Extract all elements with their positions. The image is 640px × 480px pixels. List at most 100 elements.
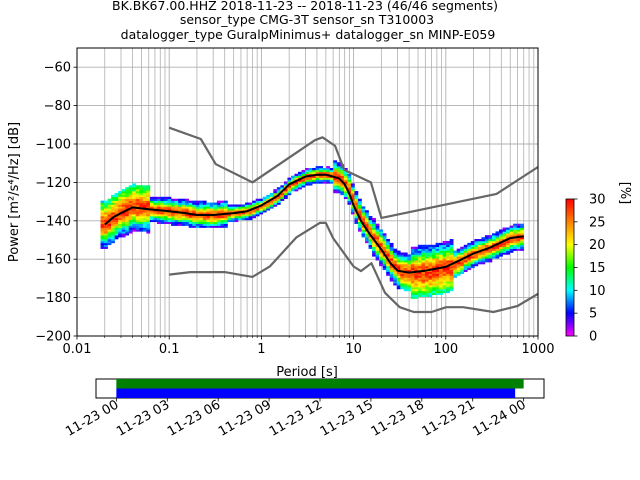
x-tick-label: 100: [433, 342, 458, 357]
density-cell: [142, 210, 147, 213]
density-cell: [407, 288, 412, 292]
density-cell: [495, 231, 500, 234]
density-cell: [128, 227, 133, 230]
density-cell: [449, 275, 454, 278]
density-cell: [287, 179, 292, 182]
density-cell: [439, 252, 443, 255]
density-cell: [216, 212, 221, 215]
density-cell: [382, 239, 387, 242]
density-cell: [202, 212, 207, 215]
density-cell: [439, 244, 443, 248]
density-cell: [347, 187, 352, 190]
density-cell: [121, 208, 126, 211]
density-cell: [414, 281, 419, 284]
density-cell: [396, 254, 401, 257]
density-cell: [153, 212, 158, 215]
density-cell: [449, 242, 454, 246]
density-cell: [449, 283, 454, 286]
density-cell: [188, 206, 193, 209]
density-cell: [449, 252, 454, 255]
x-tick-label: 0.1: [159, 342, 180, 357]
density-cell: [417, 283, 422, 286]
density-cell: [118, 204, 122, 207]
density-cell: [192, 223, 197, 226]
density-cell: [276, 187, 281, 190]
density-cell: [499, 229, 503, 232]
density-cell: [375, 248, 380, 251]
density-cell: [333, 185, 338, 188]
density-cell: [410, 277, 415, 280]
density-cell: [139, 221, 144, 224]
density-cell: [513, 229, 517, 232]
density-cell: [499, 233, 503, 236]
density-cell: [435, 281, 440, 284]
density-cell: [241, 214, 246, 217]
density-cell: [181, 200, 186, 203]
density-cell: [121, 216, 126, 219]
density-cell: [365, 221, 369, 224]
density-cell: [333, 169, 338, 173]
density-cell: [495, 244, 500, 248]
density-cell: [386, 242, 391, 246]
density-cell: [442, 288, 447, 292]
density-cell: [104, 244, 108, 248]
density-cell: [407, 283, 412, 286]
density-cell: [280, 196, 285, 200]
density-cell: [361, 229, 366, 232]
density-cell: [128, 192, 133, 196]
density-cell: [107, 223, 112, 226]
density-cell: [442, 281, 447, 284]
density-cell: [305, 173, 309, 176]
density-cell: [432, 264, 436, 267]
density-cell: [178, 198, 182, 201]
density-cell: [372, 248, 376, 251]
density-cell: [428, 279, 433, 282]
density-cell: [354, 194, 359, 198]
density-cell: [410, 281, 415, 284]
density-cell: [199, 223, 204, 226]
density-cell: [428, 262, 433, 265]
density-cell: [410, 252, 415, 255]
x-tick-label: 1000: [521, 342, 554, 357]
density-cell: [326, 179, 331, 182]
colorbar-scale: [565, 198, 575, 337]
density-cell: [100, 217, 105, 221]
density-cell: [424, 260, 429, 263]
density-cell: [439, 242, 443, 246]
density-cell: [104, 212, 108, 215]
density-cell: [428, 290, 433, 294]
density-cell: [428, 264, 433, 267]
density-cell: [266, 204, 271, 207]
density-cell: [449, 277, 454, 280]
density-cell: [407, 254, 412, 257]
density-cell: [456, 252, 461, 255]
density-cell: [460, 260, 465, 263]
density-cell: [238, 206, 242, 209]
density-cell: [393, 283, 398, 286]
density-cell: [174, 216, 179, 219]
density-cell: [467, 262, 472, 265]
density-cell: [142, 229, 147, 232]
density-cell: [301, 185, 306, 188]
density-cell: [506, 246, 510, 249]
density-cell: [400, 271, 405, 274]
density-cell: [365, 235, 369, 238]
density-cell: [202, 225, 207, 228]
y-tick-label: −140: [35, 214, 71, 229]
density-cell: [460, 267, 465, 271]
density-cell: [502, 231, 507, 234]
density-cell: [400, 267, 405, 271]
density-cell: [259, 208, 264, 211]
density-cell: [333, 177, 338, 180]
density-cell: [389, 246, 394, 249]
density-cell: [160, 219, 165, 223]
density-cell: [329, 177, 334, 180]
density-cell: [111, 194, 115, 198]
density-cell: [520, 229, 525, 232]
density-cell: [135, 229, 140, 232]
density-cell: [262, 198, 267, 201]
density-cell: [153, 198, 158, 201]
density-cell: [336, 162, 341, 165]
density-cell: [410, 264, 415, 267]
density-cell: [520, 227, 525, 230]
